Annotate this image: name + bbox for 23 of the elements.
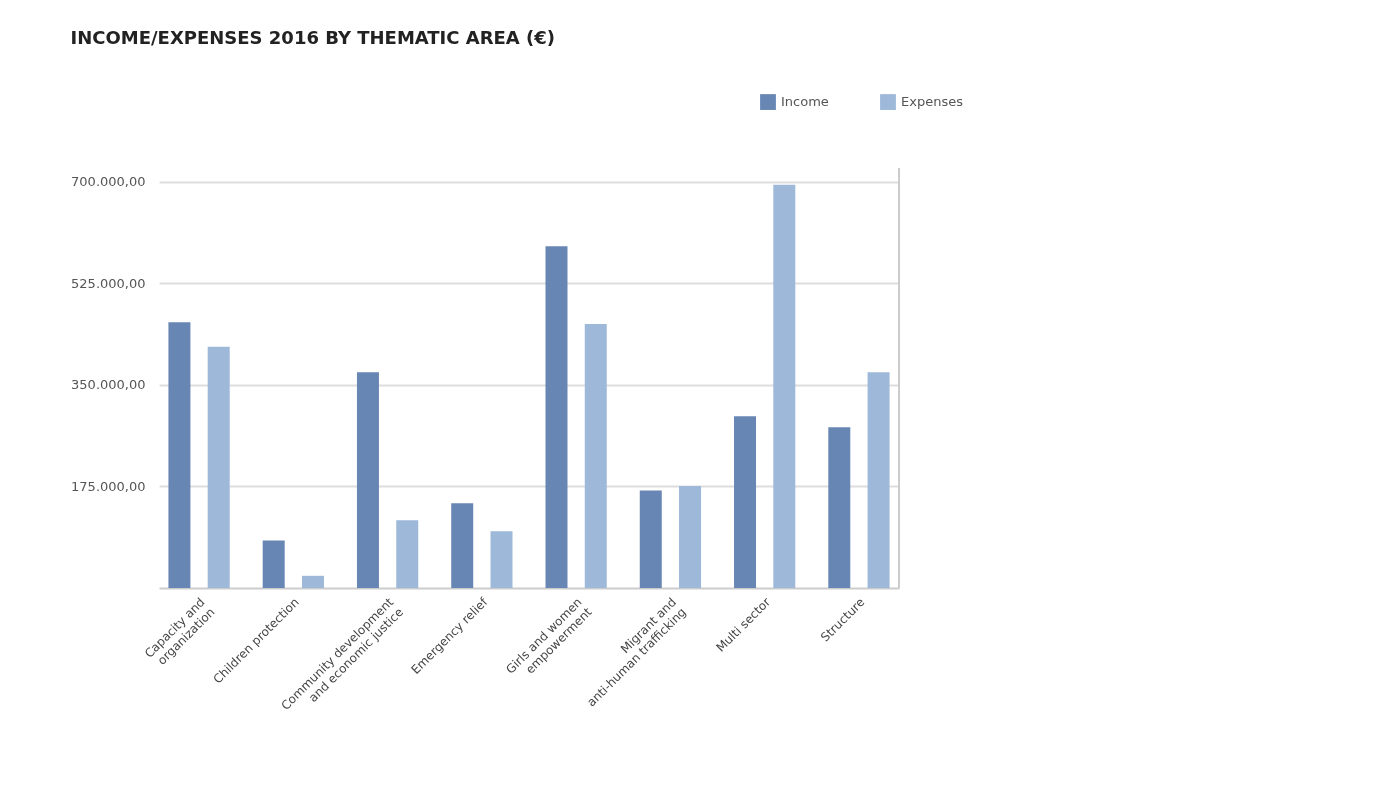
bar bbox=[396, 520, 419, 588]
bar bbox=[207, 346, 230, 588]
bar bbox=[679, 485, 702, 588]
bar bbox=[545, 246, 568, 588]
bar bbox=[584, 324, 607, 588]
bar bbox=[828, 427, 851, 588]
legend-label: Income bbox=[781, 94, 829, 110]
bar bbox=[867, 372, 890, 588]
bar bbox=[301, 575, 324, 588]
bar bbox=[168, 322, 191, 588]
bar bbox=[356, 372, 379, 588]
bar bbox=[773, 184, 796, 588]
y-tick-label: 350.000,00 bbox=[71, 377, 146, 393]
chart-title: INCOME/EXPENSES 2016 BY THEMATIC AREA (€) bbox=[70, 27, 556, 48]
bar bbox=[734, 416, 757, 588]
bar bbox=[451, 503, 474, 588]
bar bbox=[490, 531, 513, 588]
y-tick-label: 175.000,00 bbox=[71, 478, 146, 494]
legend-label: Expenses bbox=[901, 94, 964, 110]
y-tick-label: 700.000,00 bbox=[71, 174, 146, 190]
y-tick-label: 525.000,00 bbox=[71, 275, 146, 291]
bar bbox=[262, 540, 285, 588]
bar bbox=[639, 490, 662, 588]
